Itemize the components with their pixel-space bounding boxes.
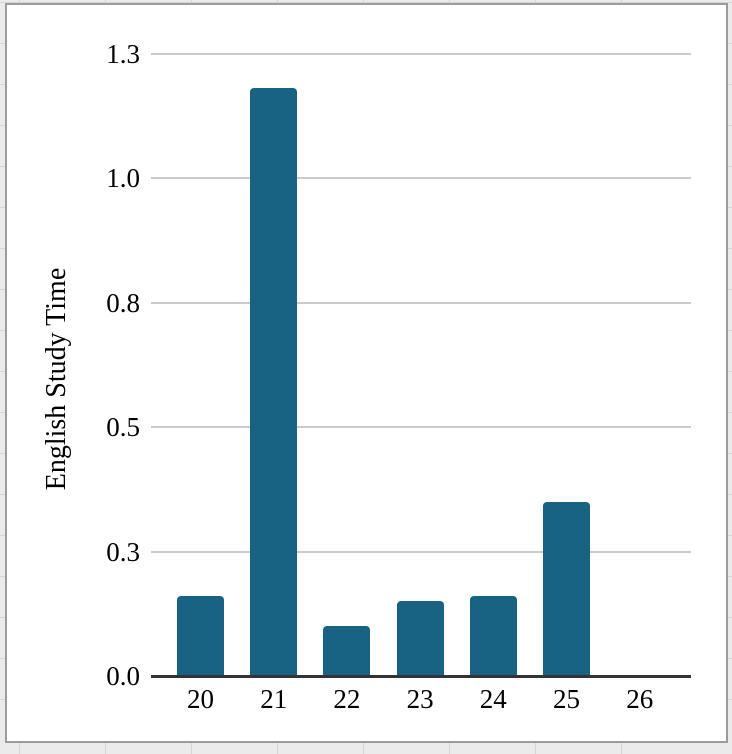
x-tick-label: 21 (260, 684, 288, 714)
bar-22[interactable] (323, 626, 371, 678)
y-tick-label: 0.0 (106, 661, 140, 691)
gridline (151, 52, 691, 55)
x-tick-label: 22 (333, 684, 361, 714)
bar-23[interactable] (396, 601, 444, 678)
bar-25[interactable] (543, 502, 590, 678)
gridline (151, 301, 691, 304)
x-tick-label: 20 (187, 684, 214, 714)
bar-24[interactable] (469, 596, 517, 678)
y-tick-label: 0.8 (106, 287, 140, 318)
x-tick-label: 26 (626, 684, 654, 714)
x-tick-label: 24 (479, 684, 507, 714)
y-tick-label: 1.0 (106, 163, 140, 193)
bar-20[interactable] (177, 596, 224, 678)
gridline (151, 550, 691, 553)
y-tick-label: 0.5 (106, 412, 140, 442)
x-tick-label: 23 (406, 684, 434, 714)
bar-21[interactable] (250, 88, 298, 678)
x-axis-line (151, 675, 691, 678)
y-tick-label: 0.3 (106, 536, 140, 567)
gridline (151, 177, 691, 179)
x-tick-label: 25 (553, 684, 580, 714)
y-tick-label: 1.3 (106, 38, 140, 69)
chart-frame[interactable]: English Study Time 0.0 0.3 0.5 0.8 1.0 1.3 20 2… (5, 3, 728, 743)
gridline (151, 426, 691, 428)
plot-area: 0.0 0.3 0.5 0.8 1.0 1.3 20 21 22 23 24 25 26 (7, 5, 726, 741)
